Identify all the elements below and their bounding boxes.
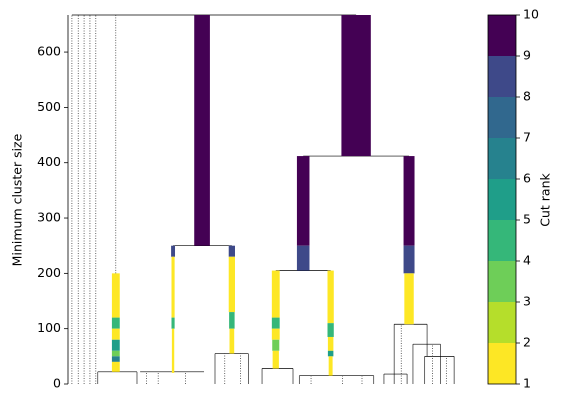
cluster-segment (229, 328, 235, 354)
cluster-segment (296, 245, 310, 271)
cluster-segment (111, 339, 120, 351)
colorbar-tick-label: 1 (523, 376, 531, 391)
cluster-segment (271, 270, 280, 318)
cluster-segment (171, 317, 175, 329)
colorbar-tick-label: 9 (523, 48, 531, 63)
colorbar-band (488, 138, 516, 179)
colorbar-tick-label: 4 (523, 253, 531, 268)
colorbar-tick-label: 7 (523, 130, 531, 145)
colorbar-band (488, 15, 516, 56)
cluster-segment (111, 350, 120, 357)
cluster-segment (272, 339, 280, 351)
cluster-segment (171, 256, 175, 318)
cluster-segment (111, 356, 120, 362)
colorbar-band (488, 220, 516, 261)
cluster-segment (403, 156, 415, 246)
cluster-segment (111, 361, 120, 372)
cluster-segment (229, 312, 235, 329)
colorbar-band (488, 97, 516, 138)
cluster-segment (327, 350, 334, 357)
colorbar-band (488, 179, 516, 220)
colorbar-tick-label: 6 (523, 171, 531, 186)
y-tick-label: 0 (53, 376, 61, 391)
colorbar-frame (487, 14, 517, 385)
cluster-segment (228, 245, 235, 257)
y-axis-label: Minimum cluster size (10, 133, 25, 266)
colorbar-tick-label: 5 (523, 212, 531, 227)
cluster-segment (271, 328, 280, 340)
y-tick-label: 200 (37, 265, 61, 280)
cluster-segment (271, 317, 280, 329)
cluster-segment (194, 15, 210, 246)
cluster-segment (171, 328, 175, 373)
colorbar-tick-label: 10 (523, 7, 539, 22)
cluster-segment (328, 356, 333, 376)
colorbar-tick-label: 8 (523, 89, 531, 104)
cluster-segment (111, 273, 120, 318)
cluster-segment (327, 270, 334, 324)
colorbar-band (488, 343, 516, 384)
cluster-segment (228, 256, 235, 313)
cluster-segment (404, 273, 414, 325)
cluster-segment (296, 156, 310, 246)
colorbar-band (488, 261, 516, 302)
cluster-segment (341, 15, 371, 157)
cluster-segment (272, 350, 279, 369)
cluster-segment (403, 245, 415, 274)
y-tick-label: 400 (37, 154, 61, 169)
colorbar-tick-label: 3 (523, 294, 531, 309)
colorbar-tick-label: 2 (523, 335, 531, 350)
y-tick-label: 100 (37, 320, 61, 335)
colorbar-band (488, 302, 516, 343)
y-tick-label: 600 (37, 44, 61, 59)
cluster-segment (171, 245, 176, 257)
colorbar-label: Cut rank (538, 173, 553, 227)
y-tick-label: 500 (37, 99, 61, 114)
cluster-segment (111, 328, 120, 340)
cluster-segment (327, 336, 334, 351)
cluster-segment (327, 323, 334, 337)
colorbar-band (488, 56, 516, 97)
y-tick-label: 300 (37, 210, 61, 225)
cluster-segment (111, 317, 120, 329)
